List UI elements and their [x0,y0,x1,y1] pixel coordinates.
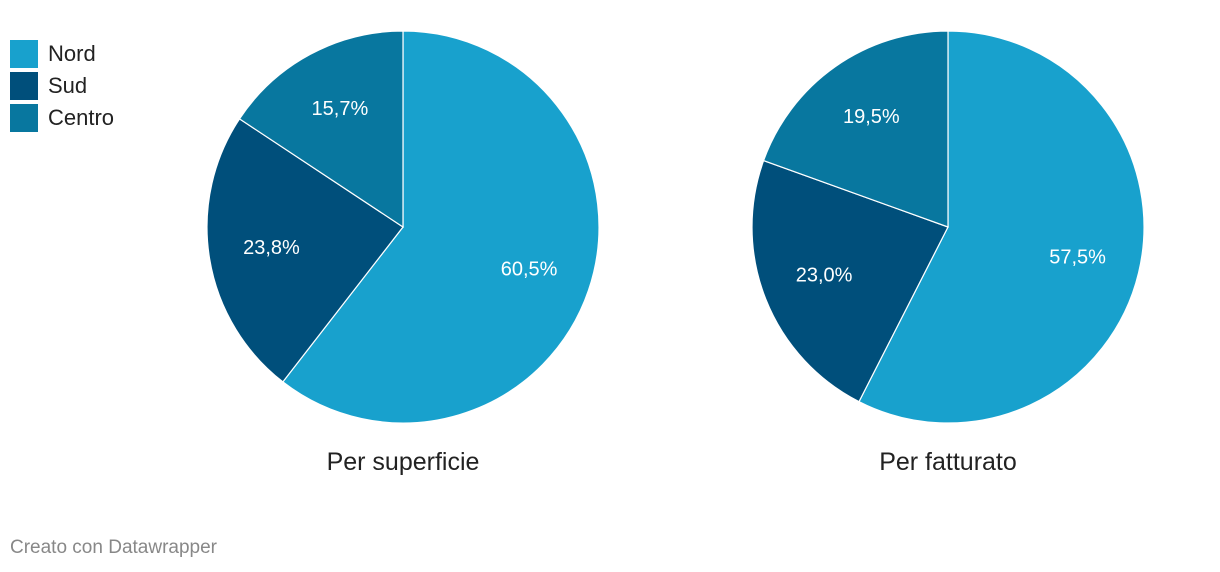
legend-item-centro: Centro [10,102,114,134]
legend-label-sud: Sud [48,73,88,98]
legend-label-centro: Centro [48,105,115,130]
slice-label-nord: 57,5% [1049,246,1106,268]
pie-chart-per-superficie: 60,5% 23,8% 15,7% Per superficie [206,30,600,476]
pie-charts: 60,5% 23,8% 15,7% Per superficie 57,5% 23,0%… [206,30,1145,476]
legend-item-sud: Sud [10,70,114,102]
slice-label-sud: 23,0% [796,264,853,286]
chart-legend: Nord Sud Centro [10,38,114,134]
pie-slice-nord [282,30,600,424]
pie-slice-centro [238,30,404,229]
slice-label-centro: 19,5% [843,106,900,128]
pie-slice-centro [762,30,949,228]
slice-label-nord: 60,5% [501,258,558,280]
legend-swatch-centro [10,104,38,132]
pie-slice-nord [858,30,1145,424]
slice-label-sud: 23,8% [243,237,300,259]
legend-label-nord: Nord [48,41,96,66]
legend-swatch-nord [10,40,38,68]
pie-slice-sud [751,159,949,403]
pie-chart-per-fatturato: 57,5% 23,0% 19,5% Per fatturato [751,30,1145,476]
footer-credit: Creato con Datawrapper [10,537,217,558]
legend-swatch-sud [10,72,38,100]
pie-title: Per superficie [327,448,480,476]
pie-title: Per fatturato [879,448,1017,476]
pie-slice-sud [206,118,404,383]
slice-label-centro: 15,7% [312,98,369,120]
legend-item-nord: Nord [10,38,114,70]
